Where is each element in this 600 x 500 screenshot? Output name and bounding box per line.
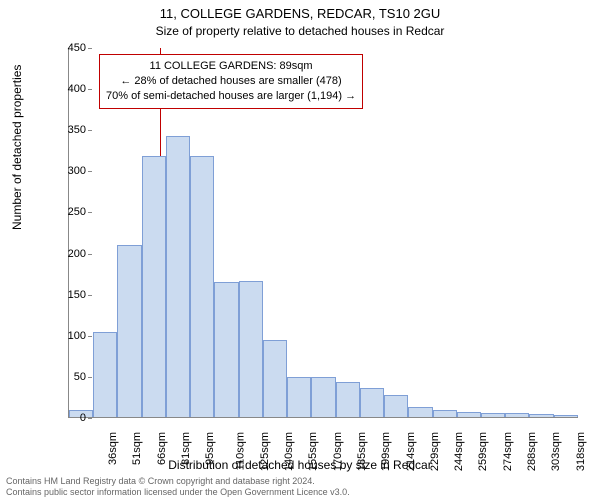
- histogram-bar: [311, 377, 335, 417]
- y-tick: 300: [46, 165, 86, 177]
- y-tick: 100: [46, 330, 86, 342]
- chart-title-main: 11, COLLEGE GARDENS, REDCAR, TS10 2GU: [0, 6, 600, 21]
- x-tick: 318sqm: [575, 432, 587, 471]
- histogram-bar: [263, 340, 287, 417]
- histogram-bar: [214, 282, 238, 417]
- histogram-bar: [336, 382, 360, 417]
- x-tick: 303sqm: [550, 432, 562, 471]
- histogram-bar: [481, 413, 505, 417]
- y-axis-label: Number of detached properties: [10, 65, 24, 230]
- histogram-bar: [239, 281, 263, 417]
- annotation-line2: ← 28% of detached houses are smaller (47…: [106, 74, 356, 89]
- y-tick: 450: [46, 42, 86, 54]
- histogram-bar: [384, 395, 408, 417]
- histogram-bar: [505, 413, 529, 417]
- plot-area: 11 COLLEGE GARDENS: 89sqm ← 28% of detac…: [68, 48, 578, 418]
- x-tick: 95sqm: [204, 432, 216, 465]
- histogram-bar: [408, 407, 432, 417]
- chart-title-sub: Size of property relative to detached ho…: [0, 24, 600, 38]
- y-tick: 250: [46, 206, 86, 218]
- histogram-bar: [433, 410, 457, 417]
- histogram-bar: [360, 388, 384, 417]
- y-tick: 150: [46, 289, 86, 301]
- x-tick: 170sqm: [332, 432, 344, 471]
- x-tick: 259sqm: [478, 432, 490, 471]
- x-tick: 229sqm: [429, 432, 441, 471]
- annotation-line3: 70% of semi-detached houses are larger (…: [106, 89, 356, 104]
- annotation-line1: 11 COLLEGE GARDENS: 89sqm: [106, 59, 356, 74]
- x-tick: 274sqm: [502, 432, 514, 471]
- footer-line1: Contains HM Land Registry data © Crown c…: [6, 476, 350, 487]
- x-tick: 214sqm: [405, 432, 417, 471]
- x-tick: 185sqm: [356, 432, 368, 471]
- x-tick: 155sqm: [308, 432, 320, 471]
- y-tick: 200: [46, 248, 86, 260]
- histogram-bar: [142, 156, 166, 417]
- histogram-bar: [287, 377, 311, 417]
- histogram-bar: [529, 414, 553, 417]
- histogram-bar: [190, 156, 214, 417]
- y-tick: 350: [46, 124, 86, 136]
- footer-text: Contains HM Land Registry data © Crown c…: [6, 476, 350, 498]
- histogram-bar: [554, 415, 578, 417]
- x-tick: 36sqm: [107, 432, 119, 465]
- y-tick: 400: [46, 83, 86, 95]
- x-tick: 66sqm: [156, 432, 168, 465]
- chart-container: 11, COLLEGE GARDENS, REDCAR, TS10 2GU Si…: [0, 0, 600, 500]
- histogram-bar: [117, 245, 141, 417]
- histogram-bar: [457, 412, 481, 417]
- y-tick: 50: [46, 371, 86, 383]
- x-tick: 110sqm: [234, 432, 246, 470]
- x-tick: 244sqm: [453, 432, 465, 471]
- x-tick: 51sqm: [131, 432, 143, 465]
- y-tick: 0: [46, 412, 86, 424]
- footer-line2: Contains public sector information licen…: [6, 487, 350, 498]
- x-tick: 199sqm: [380, 432, 392, 471]
- x-tick: 288sqm: [526, 432, 538, 471]
- annotation-box: 11 COLLEGE GARDENS: 89sqm ← 28% of detac…: [99, 54, 363, 109]
- x-tick: 125sqm: [259, 432, 271, 471]
- x-tick: 81sqm: [180, 432, 192, 465]
- histogram-bar: [93, 332, 117, 418]
- x-tick: 140sqm: [283, 432, 295, 471]
- histogram-bar: [166, 136, 190, 417]
